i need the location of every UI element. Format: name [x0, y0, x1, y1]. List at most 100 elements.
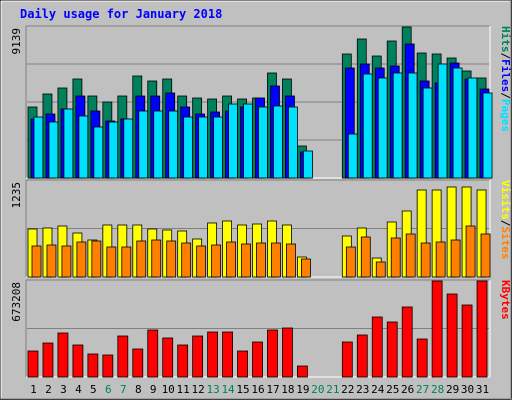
bar-kbytes-12: [192, 335, 204, 378]
x-tick-label: 27: [416, 383, 429, 396]
bar-sites-26: [405, 233, 416, 278]
bar-pages-10: [168, 110, 179, 179]
bar-kbytes-26: [401, 306, 413, 378]
bar-pages-31: [482, 92, 493, 179]
x-tick-label: 3: [60, 383, 67, 396]
legend-part: Hits: [499, 26, 512, 53]
bar-sites-16: [256, 242, 266, 278]
legend-hits-files-pages: Hits/Files/Pages: [499, 26, 512, 132]
bar-pages-24: [377, 77, 388, 179]
bar-pages-14: [228, 103, 238, 179]
x-tick-label: 21: [326, 383, 339, 396]
x-tick-label: 23: [356, 383, 369, 396]
bar-pages-22: [347, 133, 358, 179]
bar-sites-3: [61, 245, 72, 278]
bar-pages-27: [422, 87, 433, 179]
x-tick-label: 15: [236, 383, 249, 396]
bar-kbytes-31: [476, 280, 488, 378]
bar-sites-7: [121, 246, 132, 278]
bar-sites-27: [420, 242, 431, 278]
bar-pages-1: [33, 116, 44, 179]
x-tick-label: 13: [206, 383, 219, 396]
x-tick-label: 30: [461, 383, 474, 396]
x-tick-label: 9: [150, 383, 157, 396]
bar-sites-19: [301, 258, 311, 278]
legend-part: /: [499, 92, 512, 99]
x-tick-label: 18: [281, 383, 294, 396]
bar-pages-28: [437, 63, 448, 179]
bar-sites-9: [151, 239, 162, 278]
legend-part: /: [499, 220, 512, 227]
bar-pages-8: [138, 110, 149, 179]
bar-pages-29: [452, 67, 463, 179]
legend-kbytes: KBytes: [499, 280, 512, 320]
bar-sites-6: [106, 246, 117, 278]
bar-sites-2: [46, 244, 57, 278]
x-tick-label: 10: [162, 383, 175, 396]
x-tick-label: 20: [311, 383, 324, 396]
legend-part: Visits: [499, 180, 512, 220]
bar-pages-6: [108, 121, 119, 179]
x-tick-label: 7: [120, 383, 127, 396]
bar-kbytes-18: [282, 327, 293, 378]
legend-part: Sites: [499, 226, 512, 259]
chart-title: Daily usage for January 2018: [20, 7, 222, 21]
bar-kbytes-2: [42, 342, 54, 378]
bar-sites-25: [390, 237, 401, 278]
bar-sites-29: [450, 239, 461, 278]
bar-kbytes-3: [57, 332, 69, 378]
bar-sites-31: [480, 233, 491, 278]
bar-sites-24: [375, 261, 386, 278]
legend-part: KBytes: [499, 280, 512, 320]
x-tick-label: 31: [476, 383, 489, 396]
x-tick-label: 6: [105, 383, 112, 396]
bar-sites-23: [360, 236, 371, 278]
bar-sites-22: [345, 246, 356, 278]
bar-pages-2: [48, 121, 59, 179]
bar-kbytes-9: [147, 329, 159, 378]
x-tick-label: 17: [266, 383, 279, 396]
bar-kbytes-8: [132, 348, 144, 378]
legend-part: /: [499, 53, 512, 60]
bar-pages-18: [288, 106, 298, 179]
bar-pages-13: [213, 116, 224, 179]
x-tick-label: 14: [221, 383, 235, 396]
bar-sites-30: [465, 225, 476, 278]
x-tick-label: 12: [192, 383, 205, 396]
x-tick-label: 11: [177, 383, 190, 396]
bar-kbytes-14: [222, 331, 233, 378]
x-tick-label: 2: [45, 383, 52, 396]
bar-kbytes-13: [207, 331, 219, 378]
y-max-label: 673208: [10, 282, 23, 322]
bar-pages-23: [362, 73, 373, 179]
bar-sites-12: [196, 245, 207, 278]
bar-pages-17: [273, 105, 283, 179]
x-tick-label: 16: [251, 383, 264, 396]
x-tick-label: 5: [90, 383, 97, 396]
bar-kbytes-27: [416, 338, 428, 378]
bar-kbytes-25: [386, 321, 398, 378]
bar-kbytes-30: [461, 304, 473, 378]
legend-part: Files: [499, 59, 512, 92]
x-tick-label: 26: [401, 383, 414, 396]
bar-kbytes-23: [356, 334, 368, 378]
x-tick-label: 22: [341, 383, 354, 396]
bar-pages-16: [258, 106, 268, 179]
bar-kbytes-6: [102, 354, 114, 378]
bar-kbytes-19: [297, 365, 308, 378]
bar-pages-26: [407, 72, 418, 179]
y-max-label: 9139: [10, 28, 23, 55]
x-tick-label: 8: [135, 383, 142, 396]
bar-kbytes-16: [252, 341, 263, 378]
x-tick-label: 4: [75, 383, 82, 396]
x-tick-label: 24: [371, 383, 385, 396]
x-tick-label: 25: [386, 383, 399, 396]
bar-pages-4: [78, 115, 89, 179]
bar-pages-15: [243, 103, 253, 179]
bar-kbytes-17: [267, 329, 278, 378]
bar-sites-5: [91, 240, 102, 278]
bar-kbytes-15: [237, 350, 248, 378]
bar-sites-1: [31, 245, 42, 278]
